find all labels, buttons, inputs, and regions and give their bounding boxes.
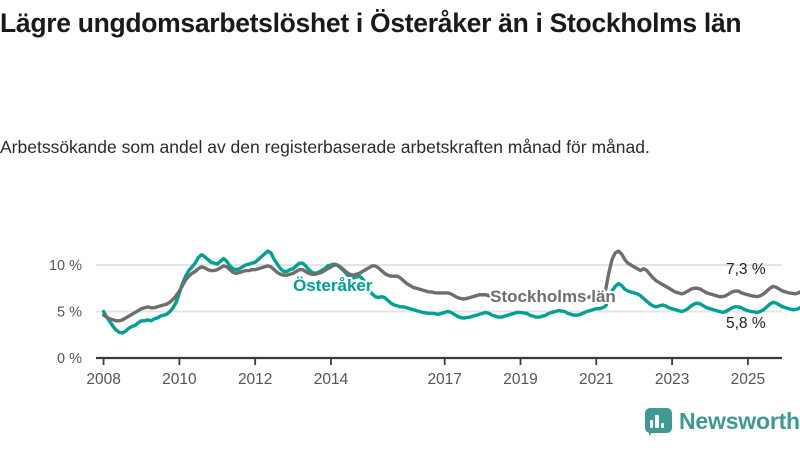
y-tick-label: 10 % bbox=[49, 258, 82, 274]
logo-text: Newsworthy bbox=[679, 408, 800, 434]
x-tick-label: 2023 bbox=[655, 371, 689, 385]
x-tick-label: 2010 bbox=[162, 371, 197, 385]
x-tick-label: 2021 bbox=[579, 371, 613, 385]
newsworthy-logo: Newsworthy bbox=[645, 408, 800, 436]
page-title: Lägre ungdomsarbetslöshet i Österåker än… bbox=[0, 8, 742, 38]
series-line bbox=[101, 249, 800, 335]
x-tick-label: 2012 bbox=[238, 371, 272, 385]
x-tick-label: 2017 bbox=[427, 371, 461, 385]
x-tick-label: 2008 bbox=[86, 371, 120, 385]
page-subtitle: Arbetssökande som andel av den registerb… bbox=[0, 137, 650, 157]
chart-area: 0 % 5 % 10 % 2008 2010 2012 2014 2017 2019 2021 20… bbox=[0, 225, 800, 385]
bar-chart-bubble-icon bbox=[645, 408, 672, 436]
series-end-label: 7,3 % bbox=[726, 261, 766, 278]
y-tick-label: 0 % bbox=[57, 351, 82, 367]
x-tick-label: 2014 bbox=[314, 371, 349, 385]
series-end-label: 5,8 % bbox=[726, 315, 766, 332]
line-chart: 0 % 5 % 10 % 2008 2010 2012 2014 2017 2019 2021 20… bbox=[49, 249, 800, 385]
x-tick-label: 2019 bbox=[503, 371, 537, 385]
series-annotation: Stockholms län bbox=[490, 287, 616, 306]
y-tick-label: 5 % bbox=[57, 305, 82, 321]
series-line bbox=[101, 249, 800, 323]
series-annotation: Österåker bbox=[293, 276, 373, 295]
x-tick-label: 2025 bbox=[731, 371, 765, 385]
